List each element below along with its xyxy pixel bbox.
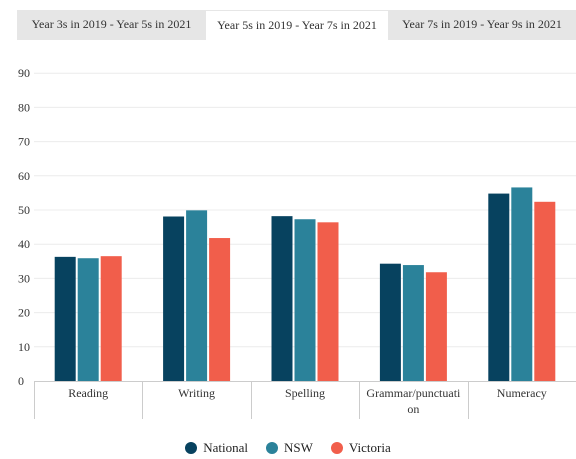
bar-national-reading [54, 256, 76, 381]
y-tick-label-50: 50 [18, 203, 30, 217]
y-tick-label-20: 20 [18, 306, 30, 320]
tab-bar: Year 3s in 2019 - Year 5s in 2021 Year 5… [17, 10, 576, 40]
y-tick-label-10: 10 [18, 340, 30, 354]
bar-national-spelling [271, 216, 293, 381]
bar-national-writing [163, 216, 185, 381]
x-tick-label-spelling: Spelling [285, 386, 325, 400]
x-tick-label-writing: Writing [178, 386, 215, 400]
tab-year-7-to-9[interactable]: Year 7s in 2019 - Year 9s in 2021 [402, 17, 562, 31]
legend-label-victoria: Victoria [348, 440, 391, 455]
bar-national-numeracy [488, 193, 510, 381]
bar-victoria-reading [100, 256, 122, 381]
y-tick-label-60: 60 [18, 169, 30, 183]
bar-chart: 0 10 20 30 40 50 60 70 80 90 Reading Writing Spellin… [18, 66, 576, 419]
legend-item-nsw[interactable]: NSW [266, 440, 313, 456]
bar-victoria-grammar-punctuation [425, 272, 447, 381]
y-tick-label-80: 80 [18, 100, 30, 114]
legend-label-nsw: NSW [284, 440, 313, 455]
tab-year-3-to-5[interactable]: Year 3s in 2019 - Year 5s in 2021 [31, 17, 192, 31]
legend-swatch-national [185, 442, 198, 454]
legend-item-national[interactable]: National [185, 440, 248, 456]
y-tick-label-90: 90 [18, 66, 30, 80]
bar-nsw-reading [77, 258, 99, 381]
x-tick-label-numeracy: Numeracy [497, 386, 547, 400]
bar-victoria-spelling [317, 222, 339, 381]
y-tick-label-30: 30 [18, 271, 30, 285]
bar-victoria-writing [209, 238, 231, 381]
bar-national-grammar-punctuation [379, 263, 401, 381]
legend-item-victoria[interactable]: Victoria [330, 440, 391, 456]
bar-nsw-numeracy [511, 187, 533, 381]
tab-year-5-to-7[interactable]: Year 5s in 2019 - Year 7s in 2021 [206, 10, 388, 40]
legend-swatch-nsw [266, 442, 279, 454]
x-tick-label-grammar-punctuation: Grammar/punctuati on [366, 386, 461, 416]
legend-swatch-victoria [330, 442, 343, 454]
x-tick-label-reading: Reading [68, 386, 108, 400]
bar-nsw-spelling [294, 219, 316, 381]
y-tick-label-70: 70 [18, 135, 30, 149]
bar-nsw-grammar-punctuation [402, 265, 424, 381]
bar-nsw-writing [186, 210, 208, 381]
legend-label-national: National [203, 440, 249, 455]
y-tick-label-0: 0 [18, 374, 24, 388]
bar-victoria-numeracy [534, 201, 556, 381]
y-tick-label-40: 40 [18, 237, 30, 251]
chart-legend: National NSW Victoria [0, 438, 576, 458]
